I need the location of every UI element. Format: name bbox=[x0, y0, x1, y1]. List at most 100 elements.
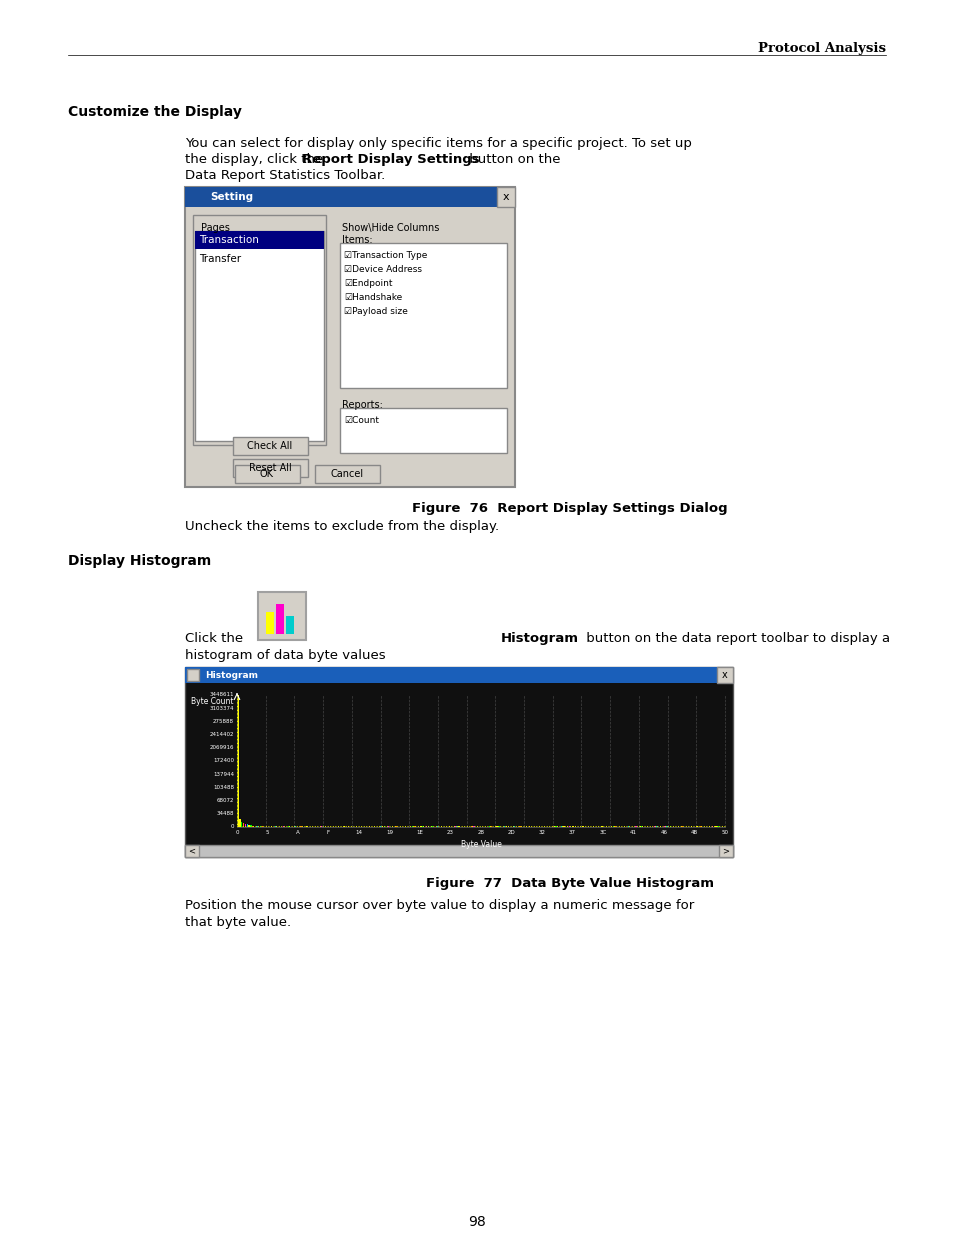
Bar bbox=[497, 186, 515, 207]
Bar bbox=[719, 845, 732, 857]
Text: 5: 5 bbox=[266, 830, 269, 835]
Text: Check All: Check All bbox=[247, 441, 293, 451]
Text: A: A bbox=[295, 830, 299, 835]
Text: 19: 19 bbox=[386, 830, 393, 835]
Bar bbox=[187, 669, 199, 680]
Text: Histogram: Histogram bbox=[205, 671, 257, 679]
Text: 2D: 2D bbox=[507, 830, 515, 835]
Bar bbox=[185, 667, 732, 683]
Text: 37: 37 bbox=[568, 830, 576, 835]
Text: that byte value.: that byte value. bbox=[185, 916, 291, 929]
Text: histogram of data byte values: histogram of data byte values bbox=[185, 650, 385, 662]
Bar bbox=[246, 824, 248, 827]
Bar bbox=[238, 819, 240, 827]
Text: Figure  77  Data Byte Value Histogram: Figure 77 Data Byte Value Histogram bbox=[426, 877, 713, 890]
Text: ☑Count: ☑Count bbox=[344, 415, 378, 425]
Text: 98: 98 bbox=[468, 1215, 485, 1229]
Text: You can select for display only specific items for a specific project. To set up: You can select for display only specific… bbox=[185, 137, 691, 149]
Text: Byte Value: Byte Value bbox=[460, 840, 501, 848]
Bar bbox=[234, 466, 299, 483]
Text: 32: 32 bbox=[537, 830, 545, 835]
Text: 23: 23 bbox=[447, 830, 454, 835]
Bar bbox=[244, 824, 246, 827]
Bar bbox=[242, 823, 244, 827]
Bar bbox=[339, 408, 506, 453]
Text: 14: 14 bbox=[355, 830, 362, 835]
Bar bbox=[266, 613, 274, 634]
Text: ☑Payload size: ☑Payload size bbox=[344, 306, 408, 315]
Text: Figure  76  Report Display Settings Dialog: Figure 76 Report Display Settings Dialog bbox=[412, 501, 727, 515]
Text: ☑Device Address: ☑Device Address bbox=[344, 264, 421, 273]
Text: 46: 46 bbox=[659, 830, 667, 835]
Text: Click the: Click the bbox=[185, 632, 252, 645]
Bar bbox=[185, 845, 199, 857]
Bar bbox=[286, 616, 294, 634]
Text: 34488: 34488 bbox=[216, 811, 233, 816]
Bar bbox=[236, 695, 239, 827]
Text: Show\Hide Columns: Show\Hide Columns bbox=[341, 224, 439, 233]
Bar bbox=[185, 845, 732, 857]
Bar bbox=[339, 243, 506, 388]
Bar bbox=[233, 437, 308, 454]
Text: x: x bbox=[721, 671, 727, 680]
Text: x: x bbox=[502, 191, 509, 203]
Bar bbox=[185, 667, 732, 857]
Text: Histogram: Histogram bbox=[500, 632, 578, 645]
Text: Customize the Display: Customize the Display bbox=[68, 105, 242, 119]
Text: ☑Handshake: ☑Handshake bbox=[344, 293, 402, 301]
Bar bbox=[240, 821, 242, 827]
Text: Cancel: Cancel bbox=[330, 469, 363, 479]
Bar bbox=[193, 215, 326, 445]
Text: >: > bbox=[721, 846, 729, 856]
Text: 68072: 68072 bbox=[216, 798, 233, 803]
Text: Protocol Analysis: Protocol Analysis bbox=[758, 42, 885, 56]
Bar bbox=[185, 186, 515, 207]
Text: 172400: 172400 bbox=[213, 758, 233, 763]
Text: 0: 0 bbox=[231, 825, 233, 830]
Text: Uncheck the items to exclude from the display.: Uncheck the items to exclude from the di… bbox=[185, 520, 498, 534]
Text: Position the mouse cursor over byte value to display a numeric message for: Position the mouse cursor over byte valu… bbox=[185, 899, 694, 911]
Bar bbox=[257, 592, 306, 640]
Bar bbox=[194, 231, 324, 441]
Text: 0: 0 bbox=[235, 830, 238, 835]
Text: Byte Count: Byte Count bbox=[191, 697, 233, 706]
Bar bbox=[250, 825, 252, 827]
Text: Pages: Pages bbox=[201, 224, 230, 233]
Bar bbox=[252, 826, 253, 827]
Bar bbox=[717, 667, 732, 683]
Bar bbox=[233, 459, 308, 477]
Text: button on the: button on the bbox=[464, 153, 560, 165]
Text: Transfer: Transfer bbox=[199, 254, 241, 264]
Text: ☑Transaction Type: ☑Transaction Type bbox=[344, 251, 427, 259]
Text: 50: 50 bbox=[720, 830, 728, 835]
Text: 3C: 3C bbox=[598, 830, 606, 835]
Text: Display Histogram: Display Histogram bbox=[68, 555, 211, 568]
Text: Reset All: Reset All bbox=[249, 463, 291, 473]
Bar bbox=[194, 231, 324, 249]
Text: 41: 41 bbox=[629, 830, 637, 835]
Text: Report Display Settings: Report Display Settings bbox=[302, 153, 479, 165]
Bar bbox=[314, 466, 379, 483]
Text: Transaction: Transaction bbox=[199, 235, 258, 245]
Bar bbox=[185, 186, 515, 487]
Text: 4B: 4B bbox=[690, 830, 698, 835]
Text: 1E: 1E bbox=[416, 830, 423, 835]
Text: 137944: 137944 bbox=[213, 772, 233, 777]
Text: 2069916: 2069916 bbox=[210, 745, 233, 751]
Text: button on the data report toolbar to display a: button on the data report toolbar to dis… bbox=[581, 632, 889, 645]
Text: the display, click the: the display, click the bbox=[185, 153, 327, 165]
Text: 3448611: 3448611 bbox=[210, 693, 233, 698]
Text: OK: OK bbox=[260, 469, 274, 479]
Text: 28: 28 bbox=[477, 830, 484, 835]
Text: 2414402: 2414402 bbox=[210, 732, 233, 737]
Text: <: < bbox=[189, 846, 195, 856]
Text: 3103374: 3103374 bbox=[210, 705, 233, 710]
Text: Setting: Setting bbox=[210, 191, 253, 203]
Text: Data Report Statistics Toolbar.: Data Report Statistics Toolbar. bbox=[185, 169, 385, 182]
Text: F: F bbox=[327, 830, 330, 835]
Bar bbox=[275, 604, 284, 634]
Text: 103488: 103488 bbox=[213, 785, 233, 790]
Text: Reports:: Reports: bbox=[341, 400, 382, 410]
Text: ☑Endpoint: ☑Endpoint bbox=[344, 279, 392, 288]
Text: 275888: 275888 bbox=[213, 719, 233, 724]
